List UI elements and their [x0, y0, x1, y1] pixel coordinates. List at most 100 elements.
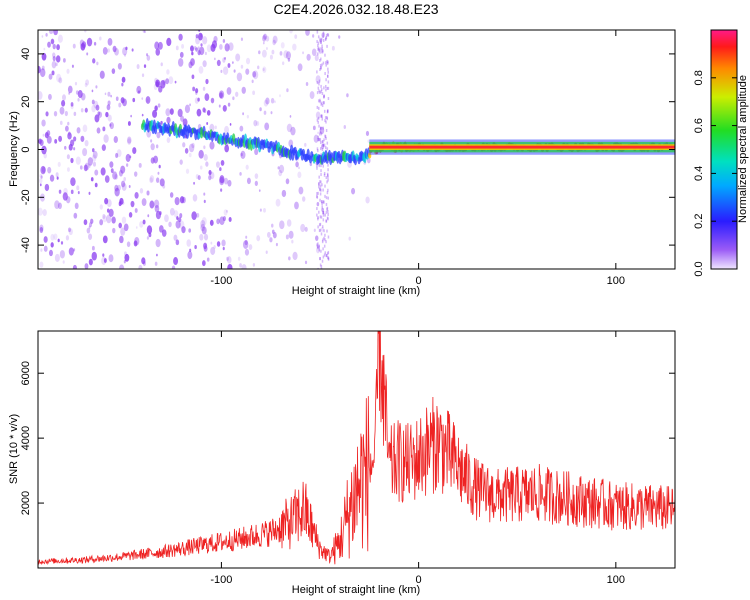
- spectrum-point: [41, 52, 47, 61]
- spectrum-point: [124, 53, 127, 57]
- snr-plot-area: [38, 331, 675, 568]
- spectrum-point: [322, 238, 324, 242]
- spectrum-point: [278, 169, 283, 177]
- spectrum-point: [320, 132, 323, 136]
- spectrum-point: [224, 125, 230, 134]
- spectrum-point: [322, 247, 324, 251]
- spectrum-point: [252, 90, 256, 96]
- spectrum-point: [48, 93, 52, 101]
- spectrum-point: [316, 207, 318, 211]
- spectrum-point: [142, 30, 146, 33]
- spectrum-point: [203, 192, 206, 196]
- spectrum-point: [130, 200, 135, 208]
- spectrum-point: [224, 56, 226, 60]
- spectrum-point: [42, 209, 47, 217]
- spectrum-point: [326, 172, 329, 176]
- spectrum-point: [326, 207, 328, 211]
- spectrum-point: [324, 213, 326, 217]
- spectrum-point: [189, 103, 191, 107]
- spectrum-point: [223, 177, 229, 185]
- spectrum-point: [283, 50, 289, 59]
- spectrum-point: [316, 30, 319, 34]
- spectrum-point: [51, 60, 57, 69]
- spectrum-point: [322, 211, 324, 215]
- spectrum-point: [320, 40, 322, 44]
- spectrum-point: [318, 106, 320, 110]
- spectrum-point: [99, 36, 102, 41]
- spectrum-point: [323, 143, 326, 147]
- spectrum-point: [134, 191, 139, 199]
- spectrum-point: [272, 39, 276, 46]
- spectrogram-image: [38, 30, 675, 269]
- spectrum-point: [324, 72, 326, 76]
- spectrum-point: [298, 186, 304, 195]
- spectrum-point: [107, 91, 111, 97]
- spectrum-point: [321, 225, 324, 229]
- spectrum-point: [90, 218, 94, 224]
- spectrum-point: [77, 191, 80, 195]
- spectrum-point: [317, 99, 320, 103]
- spectrum-point: [240, 37, 244, 42]
- spectrum-point: [318, 182, 320, 186]
- spectrum-point: [326, 216, 329, 220]
- spectrum-point: [169, 108, 174, 115]
- spectrum-point: [323, 109, 326, 113]
- spectrum-point: [327, 67, 329, 71]
- spectrum-point: [325, 37, 327, 41]
- spectrum-point: [166, 116, 171, 124]
- spectrum-point: [46, 130, 51, 137]
- spectrum-point: [200, 43, 203, 47]
- spectrum-point: [321, 205, 323, 209]
- spectrum-point: [64, 110, 68, 117]
- spectrum-point: [65, 196, 71, 204]
- spectrum-point: [327, 235, 330, 239]
- spectrum-point: [209, 219, 214, 226]
- spectrum-point: [210, 43, 216, 52]
- spectrum-point: [265, 250, 268, 254]
- spectrum-point: [149, 200, 155, 209]
- spectrum-point: [160, 62, 163, 67]
- spectrum-point: [317, 246, 319, 250]
- spectrum-point: [318, 124, 320, 128]
- spectrum-point: [165, 78, 170, 85]
- spectrum-point: [155, 177, 160, 183]
- spectrum-point: [102, 215, 107, 223]
- spectrum-point: [320, 169, 322, 173]
- snr-x-ticks: -100 0 100: [210, 331, 625, 586]
- spectrum-point: [305, 81, 309, 87]
- spectrum-point: [319, 141, 322, 145]
- spectrum-point: [348, 236, 351, 241]
- spectrum-point: [316, 195, 319, 199]
- spectrum-point: [195, 47, 198, 52]
- x-tick-label: 0: [416, 275, 422, 287]
- spectrum-point: [66, 68, 70, 74]
- spectrum-point: [146, 55, 151, 61]
- spectrum-point: [199, 233, 204, 241]
- spectrum-point: [97, 111, 101, 116]
- spectrum-point: [317, 137, 319, 141]
- spectrum-point: [319, 228, 322, 232]
- spectrum-point: [321, 101, 323, 105]
- spectrum-point: [327, 97, 330, 101]
- spectrum-point: [278, 164, 285, 174]
- spectrum-point: [297, 171, 302, 179]
- spectrum-point: [326, 180, 328, 184]
- spectrum-point: [157, 41, 163, 50]
- spectrum-point: [154, 41, 160, 50]
- spectrum-point: [321, 207, 324, 212]
- spectrum-point: [304, 226, 308, 232]
- spectrum-point: [141, 113, 144, 117]
- spectrum-point: [327, 217, 329, 221]
- spectrum-point: [106, 104, 111, 111]
- spectrum-point: [325, 84, 327, 88]
- spectrum-point: [123, 223, 129, 232]
- spectrum-point: [126, 241, 131, 248]
- spectrum-point: [279, 94, 281, 98]
- spectrum-point: [92, 161, 96, 167]
- spectrum-point: [322, 34, 324, 38]
- spectrum-point: [206, 122, 209, 126]
- spectrum-point: [59, 250, 65, 259]
- spectrum-point: [150, 143, 155, 151]
- spectrum-point: [158, 85, 163, 93]
- spectrum-point: [224, 43, 230, 52]
